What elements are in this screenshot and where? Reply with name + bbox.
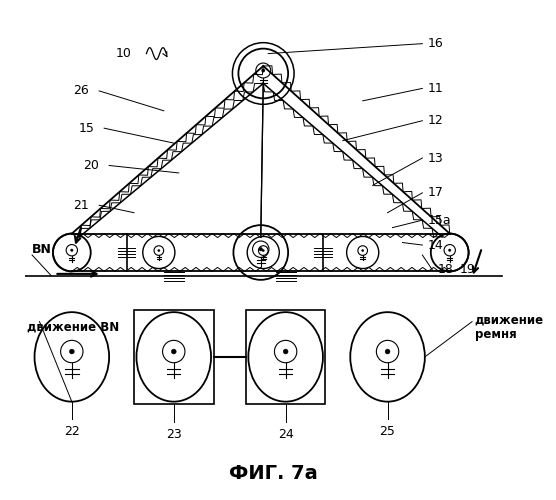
Bar [246,310,325,404]
Circle shape [385,349,390,354]
Circle shape [171,349,176,354]
Bar [134,310,214,404]
Text: 21: 21 [73,198,89,212]
Text: BN: BN [32,244,52,256]
Text: 25: 25 [380,425,395,438]
Text: 10: 10 [116,47,131,60]
Text: 15: 15 [78,122,94,134]
Text: 15а: 15а [428,214,451,226]
Text: 11: 11 [428,82,443,95]
Circle shape [71,249,73,252]
Text: 12: 12 [428,114,443,127]
Text: 22: 22 [64,425,80,438]
Circle shape [262,250,264,252]
Text: 18: 18 [437,264,453,276]
Text: 17: 17 [428,186,443,200]
Text: 23: 23 [166,428,182,440]
Text: 16: 16 [428,37,443,50]
Text: 20: 20 [83,159,99,172]
Circle shape [158,250,160,252]
Text: движение BN: движение BN [27,320,120,334]
Circle shape [283,349,288,354]
Circle shape [259,248,262,251]
Text: 24: 24 [278,428,294,440]
Circle shape [70,349,75,354]
Circle shape [361,250,364,252]
Text: 26: 26 [73,84,89,98]
Circle shape [262,69,265,72]
Circle shape [449,249,451,252]
Text: ФИГ. 7а: ФИГ. 7а [229,464,317,483]
Text: 19: 19 [460,264,475,276]
Text: движение
ремня: движение ремня [475,313,544,341]
Text: 14: 14 [428,238,443,252]
Text: 13: 13 [428,152,443,164]
